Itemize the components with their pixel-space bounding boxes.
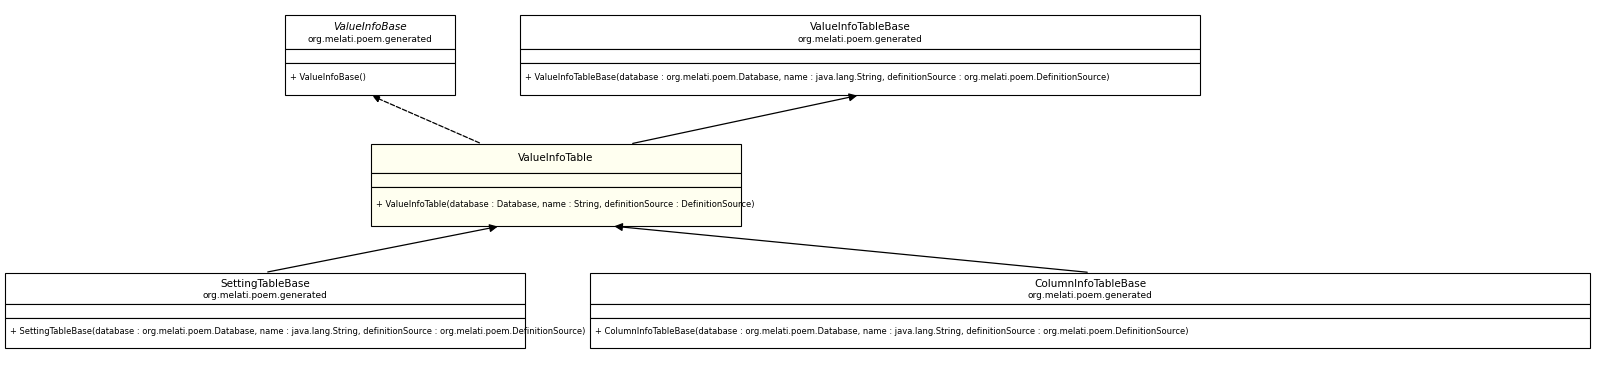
Bar bbox=[370, 173, 740, 187]
Bar bbox=[284, 15, 454, 49]
Bar bbox=[589, 272, 1589, 304]
Text: ValueInfoTable: ValueInfoTable bbox=[518, 153, 594, 163]
Bar bbox=[589, 318, 1589, 347]
Text: + SettingTableBase(database : org.melati.poem.Database, name : java.lang.String,: + SettingTableBase(database : org.melati… bbox=[10, 326, 584, 336]
Text: + ValueInfoTable(database : Database, name : String, definitionSource : Definiti: + ValueInfoTable(database : Database, na… bbox=[377, 200, 755, 209]
Bar bbox=[519, 49, 1199, 63]
Bar bbox=[370, 144, 740, 173]
Text: org.melati.poem.generated: org.melati.poem.generated bbox=[307, 35, 432, 44]
Text: + ValueInfoBase(): + ValueInfoBase() bbox=[291, 73, 365, 82]
Bar bbox=[284, 49, 454, 63]
Text: ColumnInfoTableBase: ColumnInfoTableBase bbox=[1034, 279, 1146, 289]
Bar bbox=[5, 272, 524, 304]
Bar bbox=[5, 318, 524, 347]
Text: org.melati.poem.generated: org.melati.poem.generated bbox=[203, 291, 328, 300]
Bar bbox=[589, 304, 1589, 318]
Text: org.melati.poem.generated: org.melati.poem.generated bbox=[1027, 291, 1152, 300]
Bar bbox=[370, 187, 740, 226]
Text: ValueInfoBase: ValueInfoBase bbox=[333, 22, 407, 32]
Bar bbox=[284, 63, 454, 95]
Text: org.melati.poem.generated: org.melati.poem.generated bbox=[797, 35, 922, 44]
Text: ValueInfoTableBase: ValueInfoTableBase bbox=[810, 22, 911, 32]
Bar bbox=[5, 304, 524, 318]
Bar bbox=[519, 63, 1199, 95]
Bar bbox=[519, 15, 1199, 49]
Text: + ValueInfoTableBase(database : org.melati.poem.Database, name : java.lang.Strin: + ValueInfoTableBase(database : org.mela… bbox=[524, 73, 1109, 82]
Text: SettingTableBase: SettingTableBase bbox=[221, 279, 310, 289]
Text: + ColumnInfoTableBase(database : org.melati.poem.Database, name : java.lang.Stri: + ColumnInfoTableBase(database : org.mel… bbox=[594, 326, 1188, 336]
